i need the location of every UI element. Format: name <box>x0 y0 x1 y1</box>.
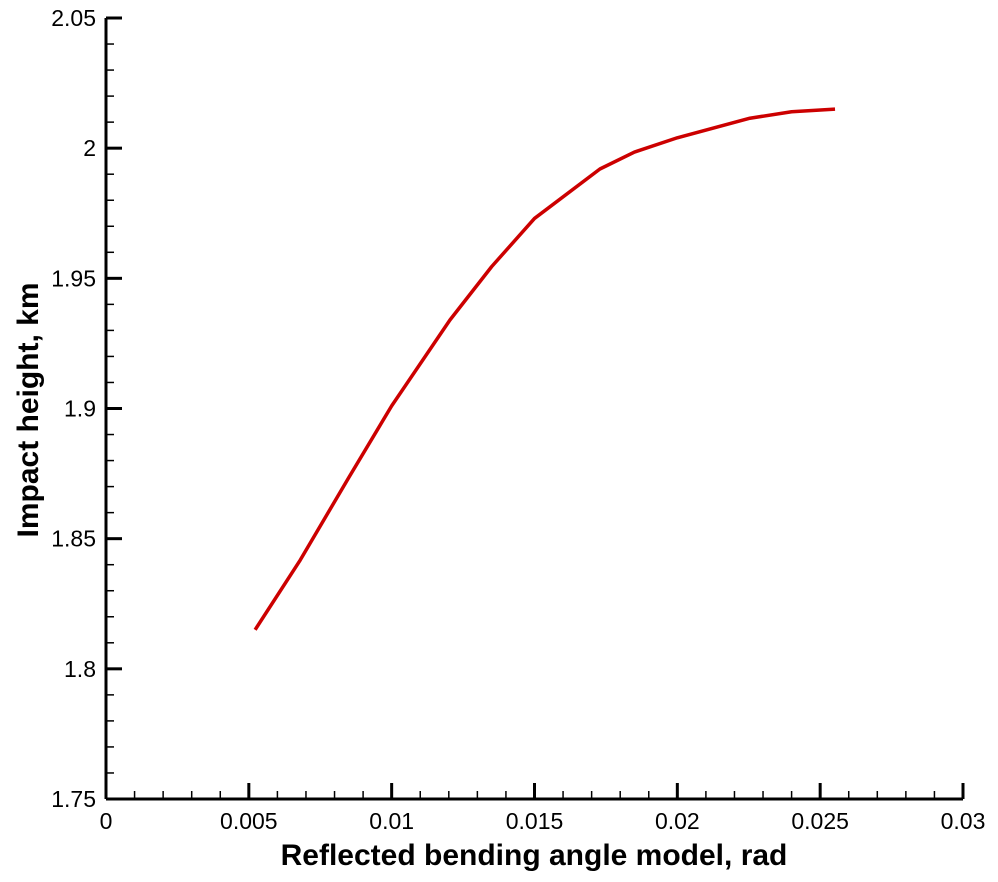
x-tick-label: 0.01 <box>369 808 414 834</box>
y-tick-label: 1.9 <box>64 396 96 422</box>
y-tick-label: 2 <box>83 135 96 161</box>
y-tick-label: 1.95 <box>51 265 96 291</box>
data-line <box>253 107 836 631</box>
x-tick-label: 0.005 <box>220 808 278 834</box>
y-axis-title: Impact height, km <box>12 282 45 537</box>
x-tick-label: 0.02 <box>655 808 700 834</box>
x-tick-label: 0.025 <box>791 808 849 834</box>
x-tick-label: 0.015 <box>506 808 564 834</box>
x-tick-label: 0 <box>100 808 113 834</box>
y-tick-label: 1.8 <box>64 656 96 682</box>
y-tick-label: 1.75 <box>51 786 96 812</box>
x-axis-title: Reflected bending angle model, rad <box>281 839 788 872</box>
x-tick-label: 0.03 <box>941 808 986 834</box>
y-tick-label: 2.05 <box>51 5 96 31</box>
y-tick-label: 1.85 <box>51 526 96 552</box>
